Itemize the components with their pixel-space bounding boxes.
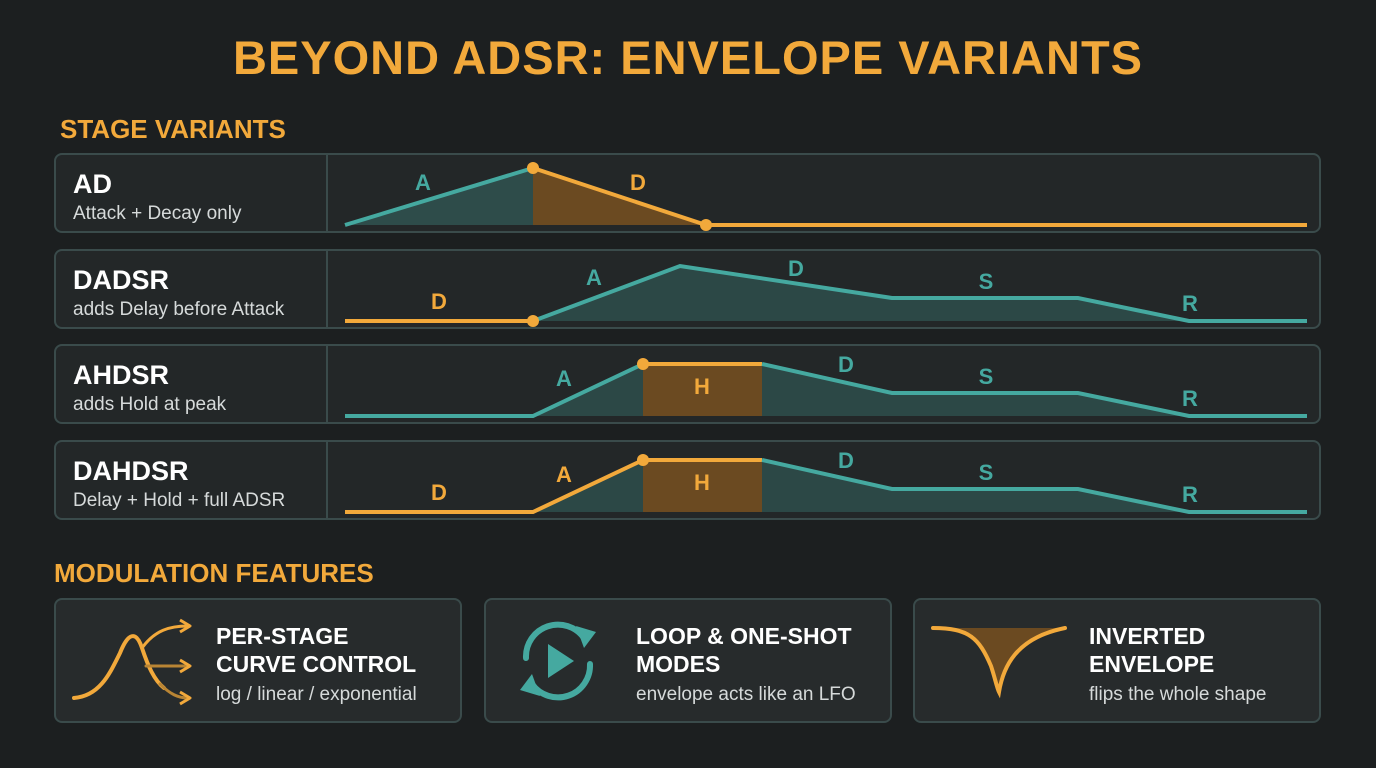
stage-label-a: A	[556, 462, 572, 487]
stage-label-r: R	[1182, 482, 1198, 507]
variant-name: DAHDSR	[73, 456, 189, 486]
feature-title-line2: ENVELOPE	[1089, 651, 1215, 677]
feature-title-line1: PER-STAGE	[216, 623, 349, 649]
modulation-features-heading: MODULATION FEATURES	[54, 558, 374, 588]
stage-label-a: A	[556, 366, 572, 391]
stage-label-h: H	[694, 374, 710, 399]
release-line	[761, 362, 1307, 418]
stage-label-s: S	[979, 460, 994, 485]
attack-line	[344, 166, 534, 227]
variant-name: AD	[73, 169, 112, 199]
variant-name: AHDSR	[73, 360, 170, 390]
end-point	[700, 219, 712, 231]
stage-label-d: D	[630, 170, 646, 195]
variant-description: adds Hold at peak	[73, 394, 227, 415]
peak-point	[637, 358, 649, 370]
feature-card-inverted: INVERTED ENVELOPE flips the whole shape	[913, 598, 1321, 723]
page-title: BEYOND ADSR: ENVELOPE VARIANTS	[232, 31, 1144, 84]
stage-label-a: A	[415, 170, 431, 195]
variant-row-dahdsr: DAHDSR Delay + Hold + full ADSR D A H D …	[54, 440, 1321, 520]
stage-label-d: D	[788, 256, 804, 281]
feature-title-line2: MODES	[636, 651, 721, 677]
variant-row-ad: AD Attack + Decay only A D	[54, 153, 1321, 233]
stage-label-delay: D	[431, 289, 447, 314]
feature-description: log / linear / exponential	[216, 684, 417, 705]
variant-description: adds Delay before Attack	[73, 299, 285, 320]
feature-description: flips the whole shape	[1089, 684, 1267, 705]
release-line	[761, 458, 1307, 514]
feature-card-loop-modes: LOOP & ONE-SHOT MODES envelope acts like…	[484, 598, 892, 723]
peak-point	[637, 454, 649, 466]
stage-label-s: S	[979, 269, 994, 294]
attack-start-point	[527, 315, 539, 327]
loop-play-icon	[520, 621, 596, 701]
variant-row-dadsr: DADSR adds Delay before Attack D A D S R	[54, 249, 1321, 329]
variant-name: DADSR	[73, 265, 170, 295]
variant-label-panel: DADSR adds Delay before Attack	[56, 251, 328, 327]
stage-label-r: R	[1182, 386, 1198, 411]
envelope-graph-dahdsr: D A H D S R	[345, 448, 1307, 514]
stage-variants-heading: STAGE VARIANTS	[60, 114, 286, 144]
variant-label-panel: DAHDSR Delay + Hold + full ADSR	[56, 442, 328, 518]
branching-curves-icon	[72, 618, 192, 706]
envelope-line	[532, 263, 1307, 323]
variant-label-panel: AD Attack + Decay only	[56, 155, 328, 231]
feature-title-line2: CURVE CONTROL	[216, 651, 417, 677]
variant-label-panel: AHDSR adds Hold at peak	[56, 346, 328, 422]
envelope-graph-ahdsr: A H D S R	[345, 352, 1307, 418]
envelope-fill	[533, 460, 1189, 512]
hold-fill	[643, 460, 762, 512]
envelope-graph-ad: A D	[344, 162, 1307, 231]
stage-label-r: R	[1182, 291, 1198, 316]
variant-description: Delay + Hold + full ADSR	[73, 490, 286, 511]
variant-row-ahdsr: AHDSR adds Hold at peak A H D S R	[54, 344, 1321, 424]
inverted-curve-icon	[931, 626, 1067, 699]
stage-label-d: D	[838, 352, 854, 377]
envelope-graph-dadsr: D A D S R	[345, 256, 1307, 327]
stage-label-a: A	[586, 265, 602, 290]
hold-fill	[643, 364, 762, 416]
feature-description: envelope acts like an LFO	[636, 684, 856, 705]
feature-title-line1: LOOP & ONE-SHOT	[636, 623, 852, 649]
peak-point	[527, 162, 539, 174]
stage-label-h: H	[694, 470, 710, 495]
stage-label-delay: D	[431, 480, 447, 505]
feature-card-curve-control: PER-STAGE CURVE CONTROL log / linear / e…	[54, 598, 462, 723]
attack-line	[345, 362, 644, 418]
stage-label-s: S	[979, 364, 994, 389]
envelope-fill	[533, 364, 1189, 416]
stage-label-d: D	[838, 448, 854, 473]
variant-description: Attack + Decay only	[73, 203, 242, 224]
feature-title-line1: INVERTED	[1089, 623, 1206, 649]
delay-attack-hold-line	[345, 458, 762, 514]
